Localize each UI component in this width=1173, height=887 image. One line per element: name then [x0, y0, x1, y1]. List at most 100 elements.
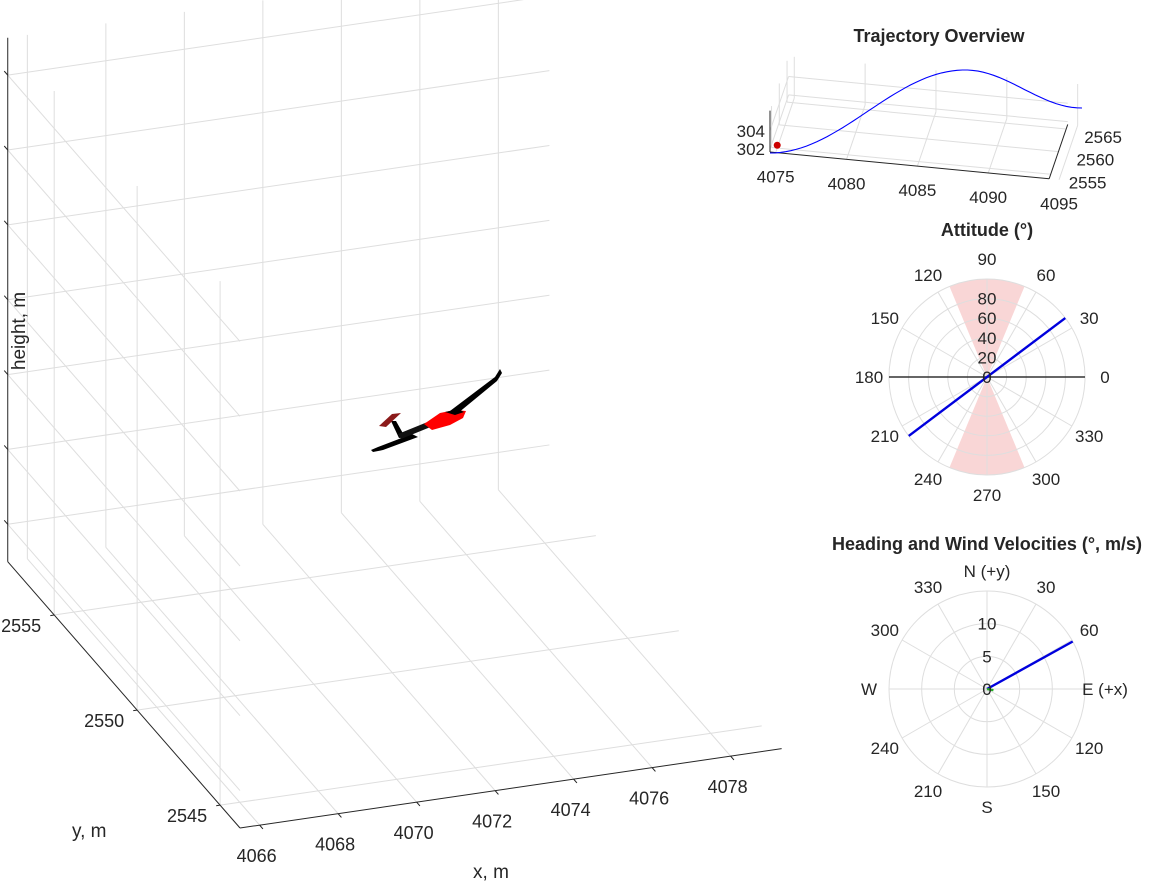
polar-angle-label: 30 [1080, 309, 1099, 328]
x-axis-label: x, m [473, 862, 509, 883]
polar-angle-label: S [981, 798, 992, 817]
polar-spoke [986, 688, 1037, 775]
aircraft-canopy [445, 409, 464, 415]
back-wall-grid-line-z [7, 145, 550, 226]
floor-grid-line-y [54, 535, 596, 616]
polar-radial-label: 40 [978, 329, 997, 348]
heading-title: Heading and Wind Velocities (°, m/s) [832, 534, 1142, 554]
attitude-title: Attitude (°) [941, 220, 1033, 240]
traj-back-grid-z [788, 94, 1068, 123]
side-wall-grid-line-z [7, 449, 241, 717]
x-tick-mark [651, 767, 656, 772]
polar-spoke [937, 376, 988, 463]
traj-floor-grid-y [787, 101, 1067, 130]
x-tick-mark [573, 778, 578, 784]
floor-grid-line-x [183, 535, 418, 803]
z-tick-mark [3, 370, 9, 375]
back-wall-grid-line-z [7, 444, 550, 525]
z-tick-mark [3, 445, 9, 450]
z-tick-mark [3, 295, 9, 301]
x-tick-label: 4070 [394, 823, 434, 843]
x-tick-label: 4076 [629, 789, 669, 809]
x-tick-mark [494, 790, 499, 795]
aircraft-right-wing [446, 369, 502, 418]
traj-z-tick-label: 304 [737, 122, 765, 141]
x-tick-mark [730, 755, 735, 761]
polar-angle-label: 330 [914, 578, 942, 597]
polar-radial-label: 60 [978, 309, 997, 328]
polar-angle-label: 210 [871, 427, 899, 446]
polar-angle-label: 150 [1032, 782, 1060, 801]
side-wall-grid-line-z [7, 523, 241, 791]
polar-angle-label: 210 [914, 782, 942, 801]
polar-angle-label: 180 [855, 368, 883, 387]
traj-x-tick-label: 4090 [969, 188, 1007, 207]
polar-spoke [901, 639, 988, 690]
x-tick-label: 4078 [708, 777, 748, 797]
polar-angle-label: 0 [1100, 368, 1109, 387]
trajectory-overview-axes[interactable]: Trajectory Overview 4075 4080 4085 4090 4095… [737, 26, 1122, 214]
y-axis-label: y, m [72, 821, 106, 842]
y-tick-mark [133, 709, 138, 712]
traj-x-axis-line [769, 151, 1050, 180]
x-tick-mark [337, 813, 342, 818]
y-tick-label: 2545 [167, 806, 207, 826]
polar-angle-label: 300 [871, 621, 899, 640]
polar-radial-label: 0 [982, 368, 991, 387]
polar-spoke [937, 603, 988, 690]
y-axis-line [7, 561, 241, 829]
polar-radial-label: 10 [978, 615, 997, 634]
z-axis-label: height, m [9, 292, 30, 370]
aircraft-fuselage [424, 410, 466, 430]
side-wall-grid-line-z [7, 299, 241, 567]
main-axis-lines [3, 37, 782, 830]
main-3d-axes[interactable]: 4066 4068 4070 4072 4074 4076 4078 2545 2550 2555… [0, 0, 782, 883]
heading-vector [986, 640, 1074, 691]
floor-grid-line-x [26, 558, 261, 826]
traj-floor-grid-x [1058, 125, 1079, 180]
x-tick-label: 4072 [472, 812, 512, 832]
attitude-polar-axes[interactable]: Attitude (°) 0 30 60 90 120 150 180 210 240 270 30… [855, 220, 1110, 505]
traj-z-tick-label: 302 [737, 140, 765, 159]
polar-angle-label: E (+x) [1082, 680, 1128, 699]
traj-x-tick-label: 4085 [898, 181, 936, 200]
floor-grid-line-x [497, 489, 732, 757]
z-tick-mark [3, 70, 9, 76]
z-tick-mark [3, 519, 9, 525]
main-tick-labels: 4066 4068 4070 4072 4074 4076 4078 2545 2550 2555… [1, 616, 748, 866]
x-tick-mark [259, 824, 264, 830]
side-wall-grid-line-z [7, 224, 241, 492]
traj-y-tick-label: 2555 [1069, 173, 1107, 192]
x-axis-line [239, 748, 782, 829]
traj-x-tick-label: 4095 [1040, 195, 1078, 214]
heading-polar: N (+y) 30 60 E (+x) 120 150 S 210 240 W 300 330 0 5 10 [861, 562, 1128, 817]
heading-polar-axes[interactable]: Heading and Wind Velocities (°, m/s) N (… [832, 534, 1142, 817]
polar-radial-label: 80 [978, 290, 997, 309]
back-wall-grid-line-z [7, 369, 550, 450]
side-wall-grid-line-z [7, 374, 241, 642]
aircraft-left-wing [371, 434, 418, 452]
x-tick-label: 4066 [237, 846, 277, 866]
back-wall-grid-line-z [7, 294, 550, 376]
back-wall-grid-line-z [7, 0, 525, 76]
x-tick-label: 4068 [315, 835, 355, 855]
polar-angle-label: 60 [1037, 266, 1056, 285]
aircraft-model [371, 369, 502, 452]
polar-spoke [986, 327, 1073, 378]
floor-grid-line-x [340, 512, 575, 780]
side-wall-grid-line-z [7, 74, 241, 342]
trajectory-current-point [773, 141, 781, 149]
traj-y-tick-label: 2560 [1076, 151, 1114, 170]
polar-spoke [986, 376, 1073, 427]
traj-side-grid-z [769, 76, 790, 132]
x-tick-mark [416, 801, 421, 807]
attitude-line [908, 317, 1066, 437]
polar-angle-label: 270 [973, 486, 1001, 505]
main-grid [7, 0, 762, 826]
polar-angle-label: 150 [871, 309, 899, 328]
y-tick-label: 2555 [1, 616, 41, 636]
trajectory-line [769, 69, 1083, 154]
traj-floor-grid-y [779, 124, 1059, 153]
polar-spoke [901, 688, 988, 739]
traj-side-grid-z [769, 94, 790, 150]
